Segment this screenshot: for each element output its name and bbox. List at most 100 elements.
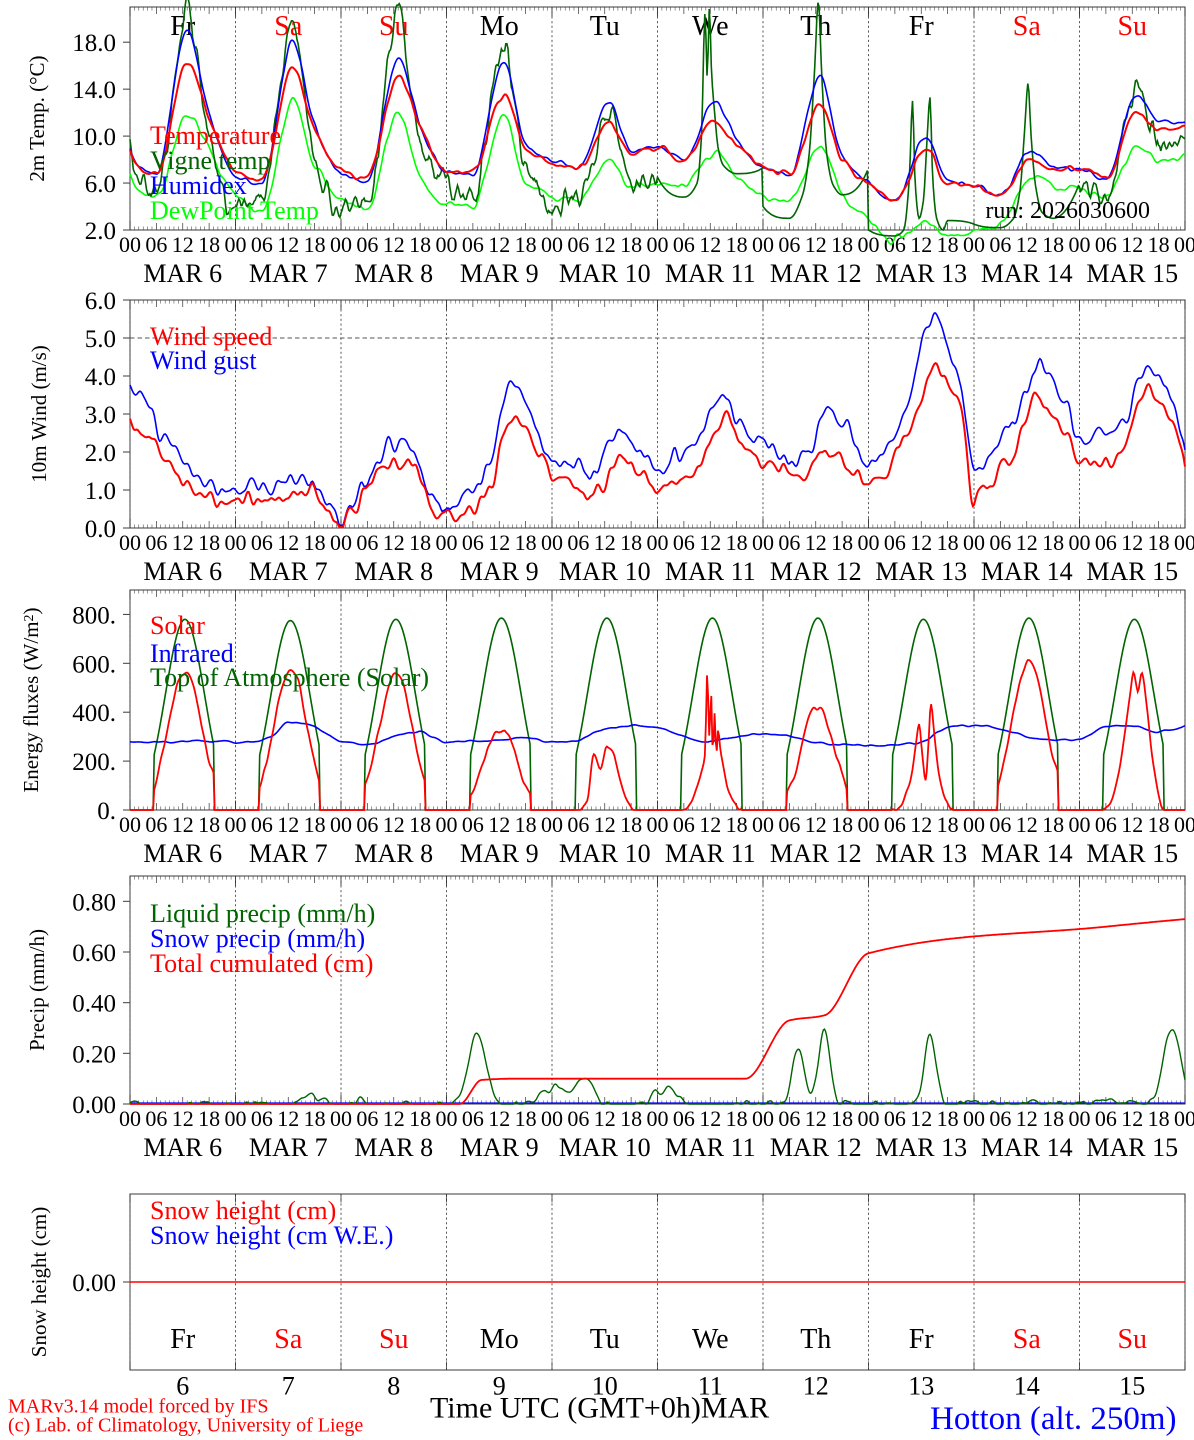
svg-text:Precip (mm/h): Precip (mm/h) — [25, 929, 49, 1051]
svg-text:18: 18 — [409, 232, 431, 257]
svg-text:18: 18 — [620, 1106, 642, 1131]
svg-text:12: 12 — [172, 232, 194, 257]
svg-text:MAR 11: MAR 11 — [665, 557, 756, 586]
svg-text:18: 18 — [1042, 1106, 1064, 1131]
svg-text:06: 06 — [673, 530, 695, 555]
svg-text:18: 18 — [726, 232, 748, 257]
svg-text:00: 00 — [541, 232, 563, 257]
svg-text:MAR 9: MAR 9 — [460, 839, 539, 868]
svg-text:18: 18 — [198, 1106, 220, 1131]
svg-text:14.0: 14.0 — [72, 77, 116, 104]
svg-text:00: 00 — [858, 812, 880, 837]
svg-text:18: 18 — [937, 530, 959, 555]
svg-text:0.00: 0.00 — [72, 1270, 116, 1297]
svg-text:00: 00 — [963, 530, 985, 555]
svg-text:MAR 7: MAR 7 — [249, 557, 328, 586]
svg-text:12: 12 — [910, 1106, 932, 1131]
svg-text:12: 12 — [383, 812, 405, 837]
svg-text:12: 12 — [172, 812, 194, 837]
svg-text:12: 12 — [383, 530, 405, 555]
svg-text:00: 00 — [225, 1106, 247, 1131]
svg-text:Tu: Tu — [590, 11, 620, 42]
svg-text:06: 06 — [778, 530, 800, 555]
svg-text:00: 00 — [963, 232, 985, 257]
svg-text:00: 00 — [436, 812, 458, 837]
svg-text:(c) Lab. of Climatology, Unive: (c) Lab. of Climatology, University of L… — [8, 1415, 363, 1437]
svg-text:00: 00 — [963, 1106, 985, 1131]
svg-text:Time UTC (GMT+0h)MAR: Time UTC (GMT+0h)MAR — [430, 1392, 769, 1425]
svg-text:18: 18 — [304, 530, 326, 555]
svg-text:18: 18 — [831, 232, 853, 257]
svg-text:00: 00 — [1069, 232, 1091, 257]
svg-text:00: 00 — [436, 1106, 458, 1131]
svg-text:00: 00 — [119, 812, 141, 837]
svg-text:MAR 15: MAR 15 — [1086, 1133, 1178, 1162]
svg-text:06: 06 — [145, 1106, 167, 1131]
svg-text:12: 12 — [277, 232, 299, 257]
svg-text:00: 00 — [752, 812, 774, 837]
svg-text:00: 00 — [647, 812, 669, 837]
svg-text:MAR 14: MAR 14 — [981, 557, 1073, 586]
svg-text:6.0: 6.0 — [85, 171, 116, 198]
svg-text:06: 06 — [356, 530, 378, 555]
svg-text:MAR 9: MAR 9 — [460, 557, 539, 586]
svg-text:00: 00 — [541, 530, 563, 555]
svg-text:4.0: 4.0 — [85, 364, 116, 391]
svg-text:7: 7 — [282, 1372, 295, 1401]
svg-text:06: 06 — [778, 812, 800, 837]
svg-text:12: 12 — [1121, 1106, 1143, 1131]
svg-text:18: 18 — [1042, 812, 1064, 837]
svg-text:0.0: 0.0 — [85, 516, 116, 543]
svg-text:MAR 12: MAR 12 — [770, 839, 862, 868]
svg-text:12: 12 — [1016, 1106, 1038, 1131]
svg-text:12: 12 — [699, 812, 721, 837]
svg-text:200.: 200. — [72, 749, 116, 776]
svg-text:18: 18 — [1042, 232, 1064, 257]
svg-text:00: 00 — [647, 530, 669, 555]
svg-text:MAR 13: MAR 13 — [875, 839, 967, 868]
svg-text:12: 12 — [1016, 530, 1038, 555]
svg-text:MAR 10: MAR 10 — [559, 557, 651, 586]
svg-text:MAR 6: MAR 6 — [143, 1133, 222, 1162]
svg-text:2m Temp. (°C): 2m Temp. (°C) — [25, 55, 49, 181]
svg-text:00: 00 — [1069, 812, 1091, 837]
svg-text:MAR 9: MAR 9 — [460, 1133, 539, 1162]
svg-text:00: 00 — [225, 530, 247, 555]
svg-text:06: 06 — [356, 1106, 378, 1131]
svg-text:2.0: 2.0 — [85, 218, 116, 245]
svg-text:00: 00 — [1174, 530, 1194, 555]
svg-text:06: 06 — [1095, 1106, 1117, 1131]
svg-text:Su: Su — [1117, 11, 1147, 42]
svg-text:Top of Atmosphere (Solar): Top of Atmosphere (Solar) — [150, 663, 429, 692]
svg-text:00: 00 — [330, 232, 352, 257]
svg-text:00: 00 — [225, 812, 247, 837]
svg-text:00: 00 — [752, 232, 774, 257]
svg-text:We: We — [692, 1324, 729, 1355]
svg-text:14: 14 — [1014, 1372, 1040, 1401]
svg-text:MAR 8: MAR 8 — [354, 557, 433, 586]
svg-text:18: 18 — [304, 1106, 326, 1131]
svg-text:00: 00 — [119, 530, 141, 555]
svg-text:12: 12 — [277, 530, 299, 555]
svg-text:run: 2026030600: run: 2026030600 — [985, 198, 1150, 224]
svg-text:12: 12 — [910, 232, 932, 257]
svg-text:00: 00 — [858, 232, 880, 257]
svg-text:MAR 11: MAR 11 — [665, 839, 756, 868]
svg-text:Wind gust: Wind gust — [150, 346, 257, 375]
svg-text:18: 18 — [1148, 1106, 1170, 1131]
svg-text:06: 06 — [884, 812, 906, 837]
svg-text:12: 12 — [910, 812, 932, 837]
svg-text:18: 18 — [409, 530, 431, 555]
svg-text:12: 12 — [803, 1372, 829, 1401]
svg-text:12: 12 — [488, 530, 510, 555]
svg-text:00: 00 — [752, 1106, 774, 1131]
svg-text:18: 18 — [1148, 812, 1170, 837]
svg-text:06: 06 — [145, 530, 167, 555]
svg-text:12: 12 — [488, 1106, 510, 1131]
svg-text:18: 18 — [1148, 530, 1170, 555]
svg-text:12: 12 — [699, 232, 721, 257]
svg-text:18: 18 — [620, 232, 642, 257]
svg-text:MAR 11: MAR 11 — [665, 259, 756, 288]
svg-text:5.0: 5.0 — [85, 326, 116, 353]
svg-text:1.0: 1.0 — [85, 478, 116, 505]
